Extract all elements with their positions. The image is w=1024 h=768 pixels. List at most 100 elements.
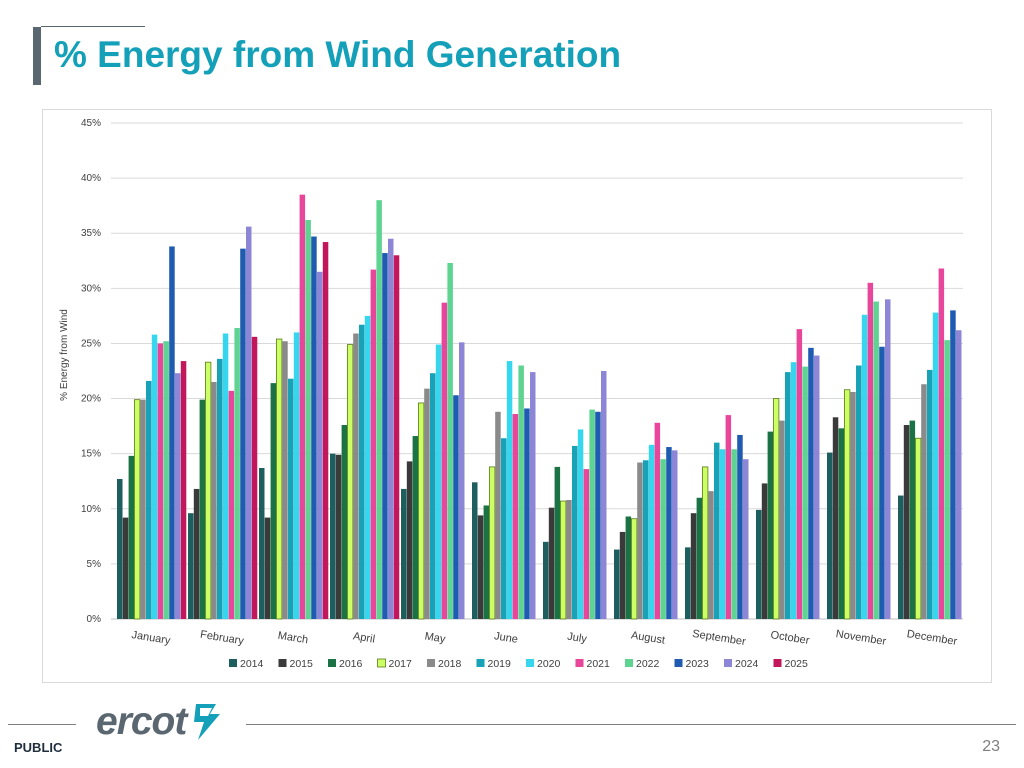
- bar-2023-november: [879, 346, 885, 619]
- legend-label-2016: 2016: [339, 658, 363, 670]
- bar-2025-april: [393, 255, 400, 619]
- legend-label-2023: 2023: [686, 658, 710, 670]
- bar-2018-september: [708, 491, 714, 619]
- chart-frame: 0% 5% 10% 15% 20% 25% 30% 35% 40% 45% January Febr…: [42, 109, 992, 683]
- bar-2022-september: [731, 449, 737, 619]
- legend: 2014 2015 2016 2017 2018 2019 2020 2021 2022 2023…: [229, 658, 808, 670]
- bar-2023-july: [595, 411, 601, 619]
- bar-2021-january: [157, 343, 164, 619]
- y-tick-label: 25%: [81, 338, 101, 349]
- bar-2018-august: [637, 462, 643, 619]
- title-rule: [41, 26, 145, 27]
- bar-2024-november: [885, 299, 891, 619]
- bar-2014-september: [685, 547, 691, 619]
- bars: [117, 194, 962, 620]
- y-tick-label: 10%: [81, 504, 101, 515]
- legend-label-2014: 2014: [240, 658, 264, 670]
- bar-2022-may: [447, 262, 453, 619]
- bar-2023-june: [524, 408, 530, 619]
- y-tick-label: 45%: [81, 118, 101, 129]
- bar-2024-august: [672, 450, 678, 619]
- legend-swatch-2016: [328, 659, 336, 667]
- bar-2019-july: [572, 445, 578, 619]
- bar-2019-february: [217, 358, 223, 619]
- legend-swatch-2022: [625, 659, 633, 667]
- bar-2015-december: [903, 425, 910, 619]
- bar-2018-june: [495, 411, 501, 619]
- bar-2015-february: [193, 488, 200, 619]
- bar-2020-december: [932, 312, 939, 619]
- bar-2024-september: [743, 459, 749, 619]
- bar-2014-november: [827, 452, 833, 619]
- bar-2025-january: [180, 361, 187, 619]
- bar-2017-june: [488, 466, 496, 620]
- legend-swatch-2020: [526, 659, 534, 667]
- bar-2015-march: [264, 517, 271, 619]
- bar-2019-april: [359, 324, 365, 619]
- bar-2021-april: [370, 269, 377, 619]
- bar-2023-october: [808, 347, 814, 619]
- bar-2020-march: [293, 332, 300, 619]
- legend-label-2019: 2019: [488, 658, 512, 670]
- bar-2018-october: [779, 420, 785, 619]
- bar-2016-july: [554, 466, 561, 619]
- bar-2021-october: [796, 329, 803, 619]
- bar-2016-january: [128, 455, 135, 619]
- bar-2024-may: [459, 342, 465, 619]
- bar-2019-may: [430, 373, 436, 619]
- x-tick-label: August: [630, 629, 666, 646]
- bar-2019-march: [288, 378, 294, 619]
- bar-2014-june: [472, 482, 478, 619]
- x-tick-label: September: [691, 628, 746, 648]
- bar-2015-october: [761, 483, 768, 619]
- bar-2014-october: [756, 509, 762, 619]
- bar-2016-november: [838, 428, 845, 619]
- footer-rule-right: [246, 724, 1016, 725]
- y-axis-label: % Energy from Wind: [59, 309, 70, 401]
- y-axis-ticks: 0% 5% 10% 15% 20% 25% 30% 35% 40% 45%: [81, 118, 101, 625]
- y-tick-label: 5%: [87, 559, 102, 570]
- bar-2022-july: [589, 409, 595, 619]
- bar-2015-september: [690, 513, 697, 619]
- bar-2019-december: [927, 369, 933, 619]
- bar-2020-june: [506, 361, 513, 619]
- bar-2022-january: [163, 341, 169, 619]
- bar-2021-september: [725, 415, 732, 619]
- bar-2015-august: [619, 531, 626, 619]
- bar-2021-february: [228, 390, 235, 619]
- bar-2016-april: [341, 425, 348, 619]
- bar-2022-december: [944, 340, 950, 619]
- bar-2014-december: [898, 495, 904, 619]
- legend-label-2015: 2015: [290, 658, 314, 670]
- bar-2017-october: [773, 398, 780, 620]
- bar-2021-november: [867, 282, 874, 619]
- bar-2021-july: [583, 469, 590, 619]
- legend-swatch-2015: [278, 659, 287, 667]
- bar-2021-march: [299, 194, 306, 619]
- legend-label-2025: 2025: [785, 658, 809, 670]
- y-tick-label: 30%: [81, 283, 101, 294]
- footer-rule-left: [8, 724, 76, 725]
- bar-2017-may: [417, 402, 425, 620]
- legend-swatch-2014: [229, 659, 237, 667]
- bar-2025-march: [322, 242, 329, 620]
- bar-2023-august: [666, 447, 672, 619]
- bar-2014-february: [188, 513, 194, 619]
- x-tick-label: May: [424, 630, 447, 645]
- bar-2014-march: [259, 468, 265, 619]
- bar-2017-january: [134, 399, 141, 620]
- legend-label-2018: 2018: [438, 658, 462, 670]
- bar-2021-december: [938, 268, 945, 619]
- x-axis-ticks: January February March April May June July Augu…: [131, 628, 959, 648]
- bar-2017-march: [275, 338, 283, 620]
- bar-2014-april: [330, 453, 336, 619]
- legend-label-2017: 2017: [389, 658, 413, 670]
- bar-2016-august: [625, 516, 632, 619]
- bar-2018-february: [211, 382, 217, 619]
- bar-2018-march: [282, 341, 288, 619]
- legend-label-2021: 2021: [587, 658, 611, 670]
- bar-2015-november: [832, 417, 839, 619]
- legend-swatch-2021: [575, 659, 584, 667]
- page-number: 23: [982, 738, 1000, 755]
- bar-2015-june: [477, 515, 484, 619]
